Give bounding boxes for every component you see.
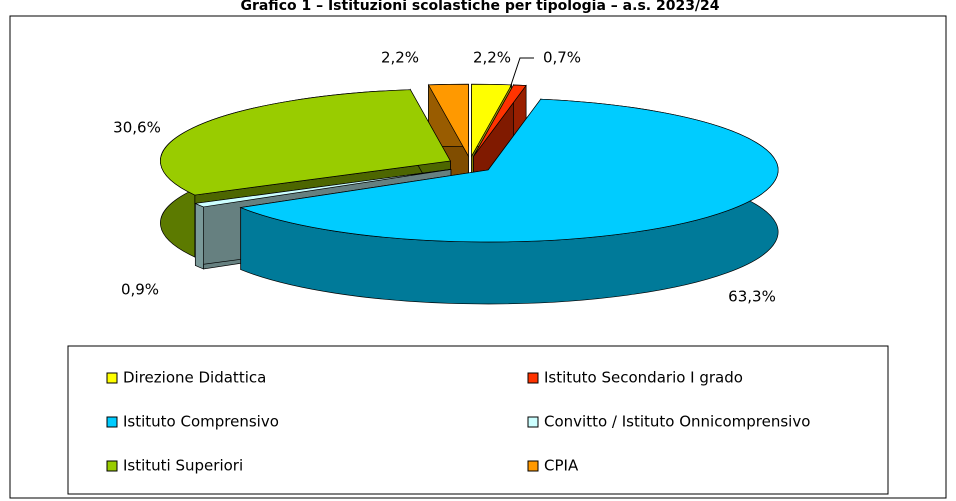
legend-label: Convitto / Istituto Onnicomprensivo [544, 413, 810, 431]
data-labels: 2,2% 0,7% 63,3% 0,9% 30,6% 2,2% [113, 49, 776, 306]
pie [160, 83, 779, 305]
data-label: 0,9% [121, 281, 159, 299]
legend-swatch [106, 416, 118, 428]
slice [473, 84, 527, 157]
slice [239, 98, 779, 243]
data-label: 0,7% [543, 49, 581, 67]
legend-swatch [106, 372, 118, 384]
legend-label: CPIA [544, 457, 579, 475]
data-label: 2,2% [381, 49, 419, 67]
data-label: 2,2% [473, 49, 511, 67]
data-label: 63,3% [728, 288, 776, 306]
data-label: 30,6% [113, 119, 161, 137]
legend-swatch [527, 460, 539, 472]
legend-label: Direzione Didattica [123, 369, 266, 387]
chart-title: Grafico 1 – Istituzioni scolastiche per … [240, 0, 719, 14]
legend-swatch [527, 372, 539, 384]
leader-line [509, 57, 534, 89]
slice-wall [194, 202, 204, 270]
legend-swatch [527, 416, 539, 428]
legend-label: Istituto Secondario I grado [544, 369, 743, 387]
legend-label: Istituti Superiori [123, 457, 243, 475]
legend: Direzione Didattica Istituto Secondario I… [106, 369, 810, 475]
legend-swatch [106, 460, 118, 472]
slice [427, 83, 469, 158]
legend-box [67, 345, 889, 495]
slice [194, 169, 451, 208]
slice [160, 89, 451, 196]
legend-label: Istituto Comprensivo [123, 413, 279, 431]
